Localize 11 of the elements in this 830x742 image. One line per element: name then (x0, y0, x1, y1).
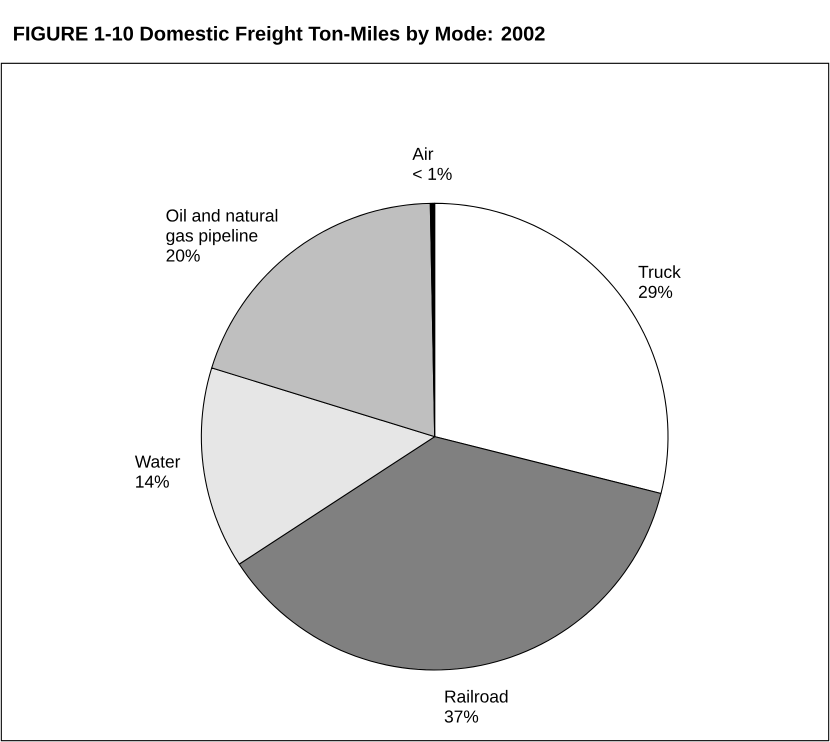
slice-label: Railroad (445, 690, 508, 703)
data-label: < 1% (413, 168, 452, 180)
slice-label: Truck (638, 265, 681, 278)
slice-label: Oil and natural gas pipeline (166, 208, 278, 246)
data-label: 20% (166, 249, 200, 262)
slice-label: Air (412, 147, 434, 160)
data-label: 14% (136, 476, 169, 488)
data-label: 29% (638, 286, 672, 298)
chart-title: FIGURE 1-10 Domestic Freight Ton-Miles by Mode: 2002 (14, 26, 545, 45)
slice-label: Water (134, 456, 180, 468)
data-label: 37% (444, 710, 478, 723)
